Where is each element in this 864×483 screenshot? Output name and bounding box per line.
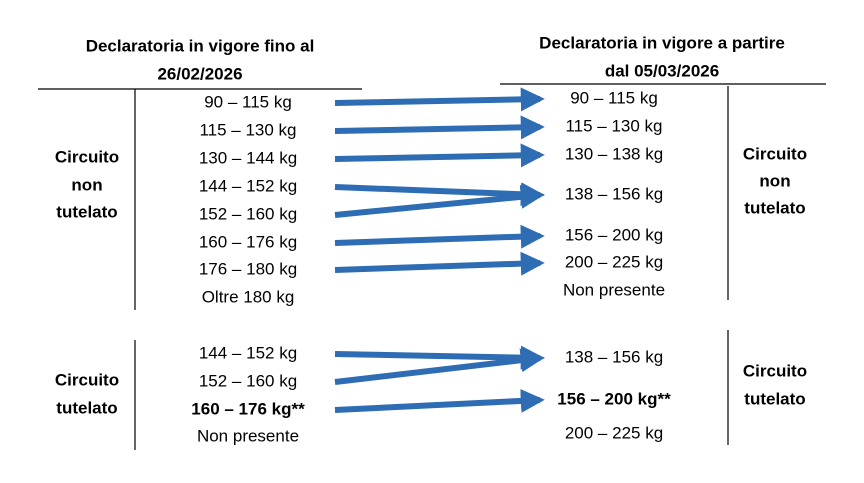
- weight-range: 144 – 152 kg: [199, 176, 297, 195]
- weight-range: 115 – 130 kg: [199, 120, 296, 139]
- arrow: [334, 388, 545, 413]
- weight-range: Oltre 180 kg: [202, 287, 295, 306]
- weight-range: 160 – 176 kg**: [191, 399, 305, 418]
- weight-range: 152 – 160 kg: [199, 371, 297, 390]
- group-label: tutelato: [56, 398, 117, 417]
- weight-range: 176 – 180 kg: [199, 259, 297, 278]
- arrow: [334, 143, 545, 168]
- arrow: [334, 184, 545, 218]
- weight-range: 115 – 130 kg: [565, 116, 662, 135]
- weight-range: 160 – 176 kg: [199, 232, 297, 251]
- group-label: tutelato: [744, 198, 805, 217]
- arrow: [334, 251, 545, 276]
- arrow: [334, 87, 545, 112]
- weight-range: 130 – 138 kg: [565, 144, 663, 163]
- group-label: tutelato: [744, 389, 805, 408]
- weight-range: 90 – 115 kg: [570, 88, 658, 107]
- arrow: [334, 182, 545, 207]
- group-label: Circuito: [55, 370, 119, 389]
- arrow: [334, 115, 545, 140]
- group-label: Circuito: [743, 144, 807, 163]
- arrow: [334, 345, 545, 370]
- weight-range: 144 – 152 kg: [199, 343, 297, 362]
- group-label: non: [759, 171, 790, 190]
- weight-range: 200 – 225 kg: [565, 252, 663, 271]
- weight-range: 138 – 156 kg: [565, 347, 663, 366]
- weight-range: 156 – 200 kg: [565, 225, 663, 244]
- weight-range: Non presente: [197, 426, 299, 445]
- weight-range: Non presente: [563, 280, 665, 299]
- right-header: dal 05/03/2026: [605, 61, 719, 80]
- weight-range: 90 – 115 kg: [204, 92, 292, 111]
- group-label: Circuito: [55, 147, 119, 166]
- weight-range: 130 – 144 kg: [199, 148, 297, 167]
- weight-range: 138 – 156 kg: [565, 184, 663, 203]
- left-header: Declaratoria in vigore fino al: [86, 36, 315, 55]
- weight-range: 156 – 200 kg**: [557, 389, 671, 408]
- weight-range: 200 – 225 kg: [565, 423, 663, 442]
- group-label: Circuito: [743, 361, 807, 380]
- group-label: tutelato: [56, 202, 117, 221]
- arrow: [334, 224, 545, 249]
- arrow: [334, 348, 545, 385]
- right-header: Declaratoria in vigore a partire: [539, 33, 785, 52]
- group-label: non: [71, 175, 102, 194]
- left-header: 26/02/2026: [157, 64, 242, 83]
- weight-range: 152 – 160 kg: [199, 204, 297, 223]
